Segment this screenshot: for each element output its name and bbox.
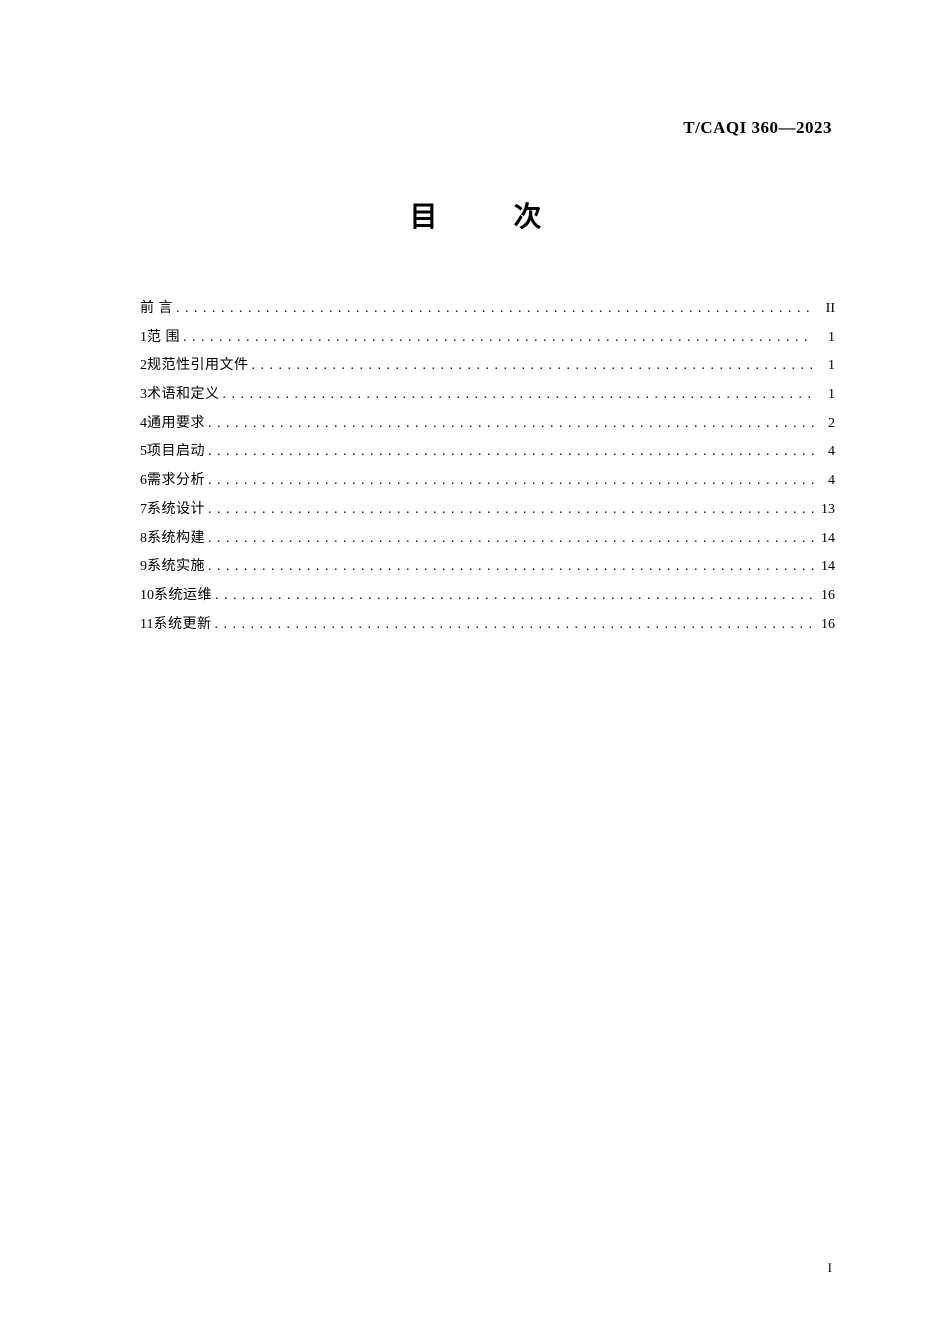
toc-number: 4 [140, 410, 147, 439]
toc-entry: 11 系统更新. . . . . . . . . . . . . . . . .… [140, 611, 835, 640]
toc-leader-dots: . . . . . . . . . . . . . . . . . . . . … [223, 381, 815, 410]
toc-text: 系统设计 [147, 496, 205, 525]
toc-label: 5 项目启动 [140, 438, 205, 467]
toc-label: 7 系统设计 [140, 496, 205, 525]
toc-text: 系统构建 [147, 525, 205, 554]
toc-entry: 前 言. . . . . . . . . . . . . . . . . . .… [140, 295, 835, 324]
toc-number: 8 [140, 525, 147, 554]
toc-entry: 6 需求分析. . . . . . . . . . . . . . . . . … [140, 467, 835, 496]
toc-text: 系统更新 [153, 611, 211, 640]
toc-page-number: 14 [817, 525, 835, 554]
toc-text: 需求分析 [147, 467, 205, 496]
toc-page-number: 14 [817, 553, 835, 582]
toc-leader-dots: . . . . . . . . . . . . . . . . . . . . … [252, 352, 815, 381]
page-title: 目 次 [140, 195, 835, 235]
toc-entry: 8 系统构建. . . . . . . . . . . . . . . . . … [140, 525, 835, 554]
toc-text: 通用要求 [147, 410, 205, 439]
standard-code: T/CAQI 360—2023 [683, 118, 832, 138]
toc-label: 11 系统更新 [140, 611, 211, 640]
toc-text: 范 围 [147, 324, 180, 353]
toc-leader-dots: . . . . . . . . . . . . . . . . . . . . … [208, 553, 814, 582]
toc-page-number: 13 [817, 496, 835, 525]
toc-leader-dots: . . . . . . . . . . . . . . . . . . . . … [183, 324, 814, 353]
toc-number: 2 [140, 352, 147, 381]
toc-entry: 5 项目启动. . . . . . . . . . . . . . . . . … [140, 438, 835, 467]
toc-entry: 3 术语和定义. . . . . . . . . . . . . . . . .… [140, 381, 835, 410]
toc-text: 系统运维 [154, 582, 212, 611]
toc-label: 9 系统实施 [140, 553, 205, 582]
toc-page-number: II [817, 295, 835, 324]
toc-number: 6 [140, 467, 147, 496]
toc-label: 4 通用要求 [140, 410, 205, 439]
toc-entry: 1 范 围. . . . . . . . . . . . . . . . . .… [140, 324, 835, 353]
toc-number: 3 [140, 381, 147, 410]
toc-text: 前 言 [140, 295, 173, 324]
toc-leader-dots: . . . . . . . . . . . . . . . . . . . . … [176, 295, 814, 324]
toc-page-number: 1 [817, 352, 835, 381]
toc-entry: 4 通用要求. . . . . . . . . . . . . . . . . … [140, 410, 835, 439]
toc-label: 8 系统构建 [140, 525, 205, 554]
toc-label: 10 系统运维 [140, 582, 212, 611]
toc-page-number: 16 [817, 582, 835, 611]
toc-text: 项目启动 [147, 438, 205, 467]
toc-text: 系统实施 [147, 553, 205, 582]
toc-label: 3 术语和定义 [140, 381, 220, 410]
toc-page-number: 1 [817, 381, 835, 410]
toc-leader-dots: . . . . . . . . . . . . . . . . . . . . … [214, 611, 814, 640]
toc-leader-dots: . . . . . . . . . . . . . . . . . . . . … [208, 525, 814, 554]
toc-page-number: 4 [817, 438, 835, 467]
toc-page-number: 1 [817, 324, 835, 353]
toc-leader-dots: . . . . . . . . . . . . . . . . . . . . … [208, 496, 814, 525]
toc-entry: 10 系统运维. . . . . . . . . . . . . . . . .… [140, 582, 835, 611]
toc-page-number: 16 [817, 611, 835, 640]
toc-number: 1 [140, 324, 147, 353]
toc-number: 7 [140, 496, 147, 525]
table-of-contents: 前 言. . . . . . . . . . . . . . . . . . .… [140, 295, 835, 639]
toc-leader-dots: . . . . . . . . . . . . . . . . . . . . … [215, 582, 814, 611]
toc-entry: 9 系统实施. . . . . . . . . . . . . . . . . … [140, 553, 835, 582]
toc-number: 11 [140, 611, 153, 640]
toc-page-number: 4 [817, 467, 835, 496]
toc-label: 6 需求分析 [140, 467, 205, 496]
toc-label: 1 范 围 [140, 324, 180, 353]
toc-label: 前 言 [140, 295, 173, 324]
toc-entry: 2 规范性引用文件. . . . . . . . . . . . . . . .… [140, 352, 835, 381]
toc-leader-dots: . . . . . . . . . . . . . . . . . . . . … [208, 467, 814, 496]
toc-number: 10 [140, 582, 154, 611]
toc-leader-dots: . . . . . . . . . . . . . . . . . . . . … [208, 410, 814, 439]
toc-number: 5 [140, 438, 147, 467]
toc-text: 术语和定义 [147, 381, 220, 410]
page-number: I [828, 1260, 832, 1276]
toc-leader-dots: . . . . . . . . . . . . . . . . . . . . … [208, 438, 814, 467]
toc-number: 9 [140, 553, 147, 582]
toc-entry: 7 系统设计. . . . . . . . . . . . . . . . . … [140, 496, 835, 525]
toc-page-number: 2 [817, 410, 835, 439]
toc-label: 2 规范性引用文件 [140, 352, 249, 381]
toc-text: 规范性引用文件 [147, 352, 249, 381]
